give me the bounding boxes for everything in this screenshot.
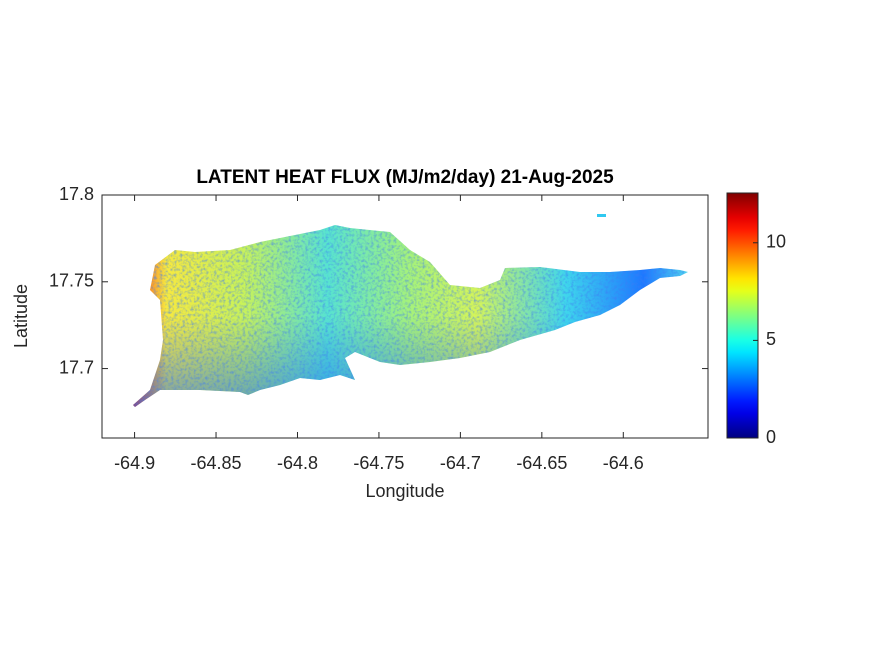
chart-title: LATENT HEAT FLUX (MJ/m2/day) 21-Aug-2025 [196,167,614,188]
islet [597,214,606,217]
y-tick-label: 17.8 [59,184,94,204]
x-axis-label: Longitude [365,481,444,501]
x-tick-label: -64.7 [440,453,481,473]
island [133,214,688,407]
x-tick-label: -64.85 [191,453,242,473]
x-tick-label: -64.9 [114,453,155,473]
colorbar-tick-label: 10 [766,232,786,252]
colorbar [726,192,759,439]
y-axis-label: Latitude [11,284,31,348]
island-texture [133,225,688,407]
y-tick-label: 17.75 [49,271,94,291]
colorbar-tick-label: 5 [766,329,776,349]
colorbar-tick-label: 0 [766,427,776,447]
axes-box [101,194,709,439]
y-tick-label: 17.7 [59,357,94,377]
x-tick-label: -64.75 [353,453,404,473]
x-tick-label: -64.65 [516,453,567,473]
x-tick-label: -64.6 [603,453,644,473]
x-tick-label: -64.8 [277,453,318,473]
